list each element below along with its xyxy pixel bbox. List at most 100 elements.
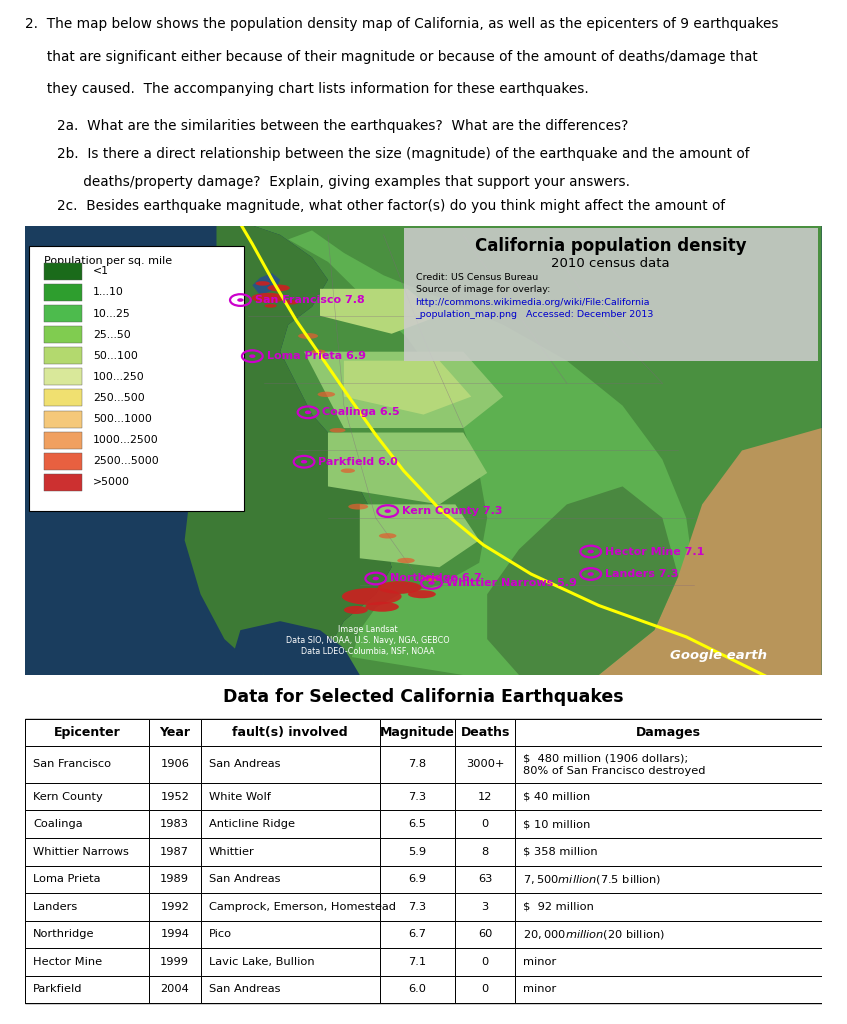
- Text: 1...10: 1...10: [93, 288, 124, 297]
- Circle shape: [237, 298, 244, 302]
- Bar: [149, 810, 201, 838]
- Ellipse shape: [365, 602, 399, 611]
- Text: 3: 3: [482, 902, 489, 911]
- Text: 1000...2500: 1000...2500: [93, 435, 159, 445]
- Text: Deaths: Deaths: [461, 726, 510, 738]
- Polygon shape: [288, 230, 695, 675]
- Text: 1989: 1989: [160, 874, 189, 885]
- Text: Hector Mine 7.1: Hector Mine 7.1: [605, 547, 705, 557]
- Bar: [44, 453, 82, 470]
- Bar: [25, 865, 149, 893]
- Polygon shape: [320, 289, 440, 334]
- Bar: [201, 893, 379, 921]
- Polygon shape: [360, 505, 479, 567]
- Text: 1994: 1994: [160, 930, 189, 939]
- Bar: [149, 948, 201, 976]
- Bar: [379, 865, 456, 893]
- Bar: [379, 810, 456, 838]
- Text: San Andreas: San Andreas: [208, 874, 280, 885]
- Bar: [379, 746, 456, 783]
- Bar: [379, 719, 456, 746]
- Bar: [25, 921, 149, 948]
- Bar: [379, 948, 456, 976]
- Text: Magnitude: Magnitude: [380, 726, 455, 738]
- Bar: [44, 411, 82, 428]
- Text: 50...100: 50...100: [93, 351, 138, 360]
- Text: 250...500: 250...500: [93, 393, 145, 403]
- Text: _population_map.png   Accessed: December 2013: _population_map.png Accessed: December 2…: [416, 310, 654, 318]
- Text: Kern County: Kern County: [33, 792, 103, 802]
- Bar: [25, 976, 149, 1004]
- Bar: [403, 228, 817, 360]
- Text: 0: 0: [482, 984, 489, 994]
- Text: $  92 million: $ 92 million: [523, 902, 594, 911]
- Bar: [44, 432, 82, 449]
- Bar: [201, 746, 379, 783]
- Text: 1987: 1987: [160, 847, 189, 857]
- Text: 7.3: 7.3: [408, 902, 427, 911]
- Bar: [456, 865, 515, 893]
- Text: 60: 60: [478, 930, 492, 939]
- Text: they caused.  The accompanying chart lists information for these earthquakes.: they caused. The accompanying chart list…: [25, 82, 590, 96]
- Bar: [44, 305, 82, 322]
- Bar: [149, 976, 201, 1004]
- Text: 8: 8: [482, 847, 489, 857]
- Ellipse shape: [348, 504, 368, 510]
- Polygon shape: [232, 622, 360, 675]
- Bar: [149, 865, 201, 893]
- Bar: [515, 783, 822, 810]
- Bar: [379, 921, 456, 948]
- Text: Pico: Pico: [208, 930, 232, 939]
- Bar: [44, 326, 82, 343]
- Text: deaths/property damage caused by an earthquake?: deaths/property damage caused by an eart…: [58, 227, 439, 242]
- Polygon shape: [241, 221, 822, 675]
- Bar: [456, 948, 515, 976]
- Text: 6.0: 6.0: [408, 984, 427, 994]
- Bar: [149, 719, 201, 746]
- Text: $20,000 million ($20 billion): $20,000 million ($20 billion): [523, 928, 665, 941]
- Circle shape: [385, 509, 390, 513]
- Text: $  480 million (1906 dollars);
80% of San Francisco destroyed: $ 480 million (1906 dollars); 80% of San…: [523, 754, 706, 776]
- Bar: [515, 976, 822, 1004]
- Text: 1906: 1906: [160, 760, 189, 769]
- Bar: [201, 976, 379, 1004]
- Bar: [149, 783, 201, 810]
- Text: Credit: US Census Bureau: Credit: US Census Bureau: [416, 273, 538, 282]
- Text: 6.9: 6.9: [408, 874, 427, 885]
- Polygon shape: [487, 486, 678, 675]
- Ellipse shape: [311, 349, 325, 354]
- Polygon shape: [304, 351, 503, 428]
- Text: minor: minor: [523, 984, 556, 994]
- Text: 12: 12: [478, 792, 492, 802]
- Circle shape: [588, 572, 594, 575]
- Circle shape: [301, 460, 307, 464]
- Ellipse shape: [378, 582, 422, 594]
- Bar: [25, 783, 149, 810]
- Polygon shape: [344, 360, 471, 415]
- Bar: [25, 719, 149, 746]
- Ellipse shape: [252, 293, 285, 303]
- Bar: [456, 921, 515, 948]
- Bar: [515, 838, 822, 865]
- Bar: [44, 369, 82, 385]
- Circle shape: [373, 577, 379, 581]
- Text: Whittier Narrows: Whittier Narrows: [33, 847, 130, 857]
- Polygon shape: [252, 273, 280, 296]
- Text: 2a.  What are the similarities between the earthquakes?  What are the difference: 2a. What are the similarities between th…: [58, 119, 628, 132]
- Text: 25...50: 25...50: [93, 330, 130, 340]
- Bar: [149, 893, 201, 921]
- Bar: [456, 719, 515, 746]
- Text: Hector Mine: Hector Mine: [33, 956, 102, 967]
- Text: Data for Selected California Earthquakes: Data for Selected California Earthquakes: [224, 688, 623, 707]
- Text: minor: minor: [523, 956, 556, 967]
- Text: San Francisco: San Francisco: [33, 760, 112, 769]
- Text: Coalinga: Coalinga: [33, 819, 83, 829]
- Text: 3000+: 3000+: [466, 760, 505, 769]
- Text: 100...250: 100...250: [93, 372, 145, 382]
- Text: Northridge: Northridge: [33, 930, 95, 939]
- Ellipse shape: [329, 428, 346, 432]
- Text: 2010 census data: 2010 census data: [551, 257, 670, 270]
- Text: Population per sq. mile: Population per sq. mile: [44, 256, 172, 266]
- Bar: [456, 746, 515, 783]
- Text: 63: 63: [478, 874, 492, 885]
